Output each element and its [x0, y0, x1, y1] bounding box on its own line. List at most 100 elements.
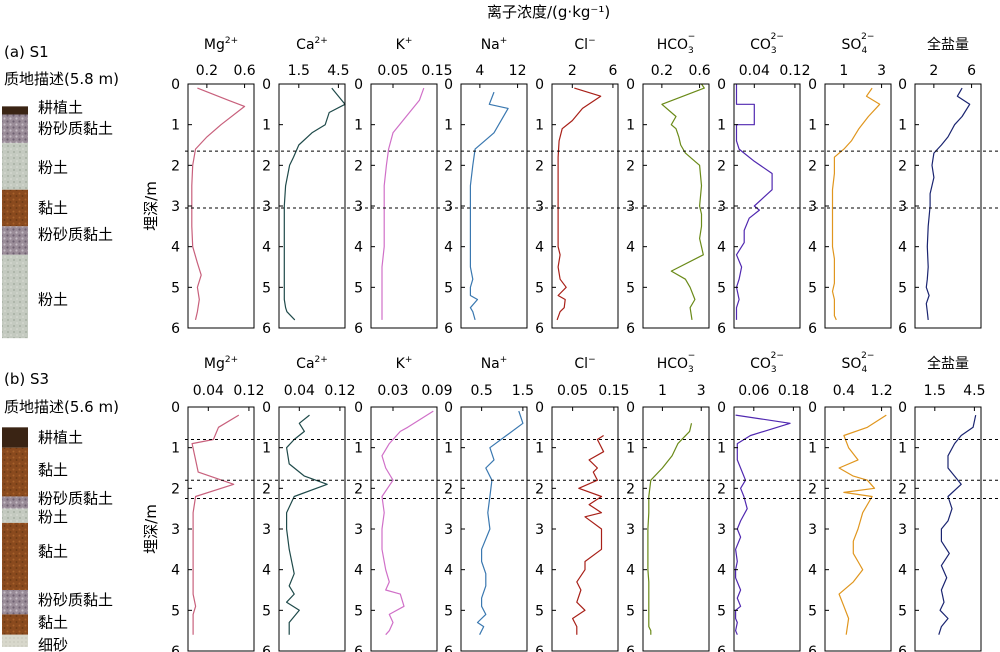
strata-label: 黏土: [38, 199, 68, 217]
y-tick-label: 4: [171, 240, 180, 256]
y-tick-label: 6: [354, 644, 363, 652]
y-tick-label: 1: [808, 118, 817, 134]
strata-layer-topsoil: [2, 106, 28, 115]
x-tick-label: 0.05: [557, 383, 588, 399]
y-tick-label: 0: [354, 77, 363, 93]
y-tick-label: 3: [808, 522, 817, 538]
y-tick-label: 5: [626, 603, 635, 619]
series-name: Na+: [481, 36, 508, 53]
series-name: Ca2+: [296, 355, 328, 372]
y-tick-label: 4: [535, 240, 544, 256]
series-line-K: [381, 87, 425, 320]
y-tick-label: 4: [808, 240, 817, 256]
x-tick-label: 0.12: [779, 63, 810, 79]
series-name: SO42−: [842, 351, 875, 375]
strata-label: 粉砂质黏土: [38, 591, 113, 609]
y-tick-label: 3: [354, 199, 363, 215]
series-name: CO32−: [750, 32, 784, 56]
y-tick-label: 4: [898, 240, 907, 256]
series-name: Mg2+: [204, 36, 238, 53]
y-tick-label: 3: [626, 199, 635, 215]
strata-label: 粉砂质黏土: [38, 225, 113, 243]
y-tick-label: 6: [171, 321, 180, 337]
x-tick-label: 0.18: [778, 383, 809, 399]
strata-layer-silty: [2, 114, 28, 143]
series-name: Mg2+: [204, 355, 238, 372]
x-tick-label: 0.06: [738, 383, 769, 399]
x-tick-label: 0.15: [421, 63, 452, 79]
series-line-SO4: [831, 87, 881, 321]
y-tick-label: 0: [808, 400, 817, 416]
y-tick-label: 0: [717, 400, 726, 416]
y-tick-label: 4: [171, 563, 180, 579]
series-line-Cl: [556, 87, 602, 321]
y-tick-label: 1: [171, 118, 180, 134]
series-line-Ca: [286, 414, 328, 635]
y-tick-label: 0: [626, 77, 635, 93]
x-tick-label: 0.15: [598, 383, 629, 399]
strata-label: 耕植土: [38, 99, 83, 117]
y-tick-label: 4: [717, 240, 726, 256]
strata-layer-silty: [2, 496, 28, 509]
series-line-CO3: [734, 414, 791, 635]
y-tick-label: 5: [171, 603, 180, 619]
series-name: CO32−: [750, 351, 784, 375]
x-tick-label: 0.2: [651, 63, 673, 79]
y-tick-label: 3: [444, 522, 453, 538]
strata-layer-silty: [2, 590, 28, 615]
y-tick-label: 4: [535, 563, 544, 579]
strata-layer-topsoil: [2, 427, 28, 448]
y-tick-label: 0: [444, 77, 453, 93]
y-tick-label: 3: [444, 199, 453, 215]
x-tick-label: 6: [608, 63, 617, 79]
x-tick-label: 1: [658, 383, 667, 399]
y-tick-label: 2: [354, 481, 363, 497]
y-tick-label: 2: [898, 481, 907, 497]
y-tick-label: 5: [354, 603, 363, 619]
series-name: HCO3−: [657, 32, 696, 56]
x-tick-label: 12: [509, 63, 527, 79]
axis-frame: [642, 406, 710, 652]
series-line-Na: [469, 91, 509, 321]
y-tick-label: 5: [444, 603, 453, 619]
y-tick-label: 3: [898, 522, 907, 538]
x-tick-label: 0.05: [377, 63, 408, 79]
chart-top-title: 离子浓度/(g·kg⁻¹): [487, 3, 611, 21]
x-tick-label: 4.5: [327, 63, 349, 79]
x-tick-label: 0.6: [233, 63, 255, 79]
y-tick-label: 1: [898, 118, 907, 134]
y-tick-label: 6: [354, 321, 363, 337]
axis-frame: [914, 406, 982, 652]
y-tick-label: 1: [717, 441, 726, 457]
y-tick-label: 3: [171, 199, 180, 215]
y-tick-label: 1: [262, 118, 271, 134]
y-tick-label: 1: [354, 118, 363, 134]
x-tick-label: 0.2: [196, 63, 218, 79]
axis-frame: [187, 406, 255, 652]
y-tick-label: 3: [262, 199, 271, 215]
y-tick-label: 1: [717, 118, 726, 134]
x-tick-label: 4.5: [963, 383, 985, 399]
axis-frame: [824, 83, 892, 329]
panel-b-strata-title: 质地描述(5.6 m): [4, 398, 119, 416]
y-tick-label: 5: [354, 280, 363, 296]
y-tick-label: 1: [626, 441, 635, 457]
y-tick-label: 6: [535, 644, 544, 652]
panel-a-label: (a) S1: [4, 43, 49, 61]
y-tick-label: 4: [898, 563, 907, 579]
axis-frame: [551, 406, 619, 652]
y-tick-label: 1: [171, 441, 180, 457]
strata-layer-silt: [2, 254, 28, 339]
series-line-HCO3: [661, 83, 705, 320]
y-tick-label: 1: [354, 441, 363, 457]
strata-label: 黏土: [38, 461, 68, 479]
series-line-Ca: [283, 87, 346, 321]
y-tick-label: 2: [262, 158, 271, 174]
strata-layer-silt: [2, 508, 28, 523]
y-tick-label: 6: [808, 644, 817, 652]
series-name: Cl−: [574, 36, 595, 53]
x-tick-label: 1.5: [288, 63, 310, 79]
series-line-Na: [476, 410, 524, 635]
axis-frame: [733, 406, 801, 652]
strata-layer-clay: [2, 189, 28, 227]
